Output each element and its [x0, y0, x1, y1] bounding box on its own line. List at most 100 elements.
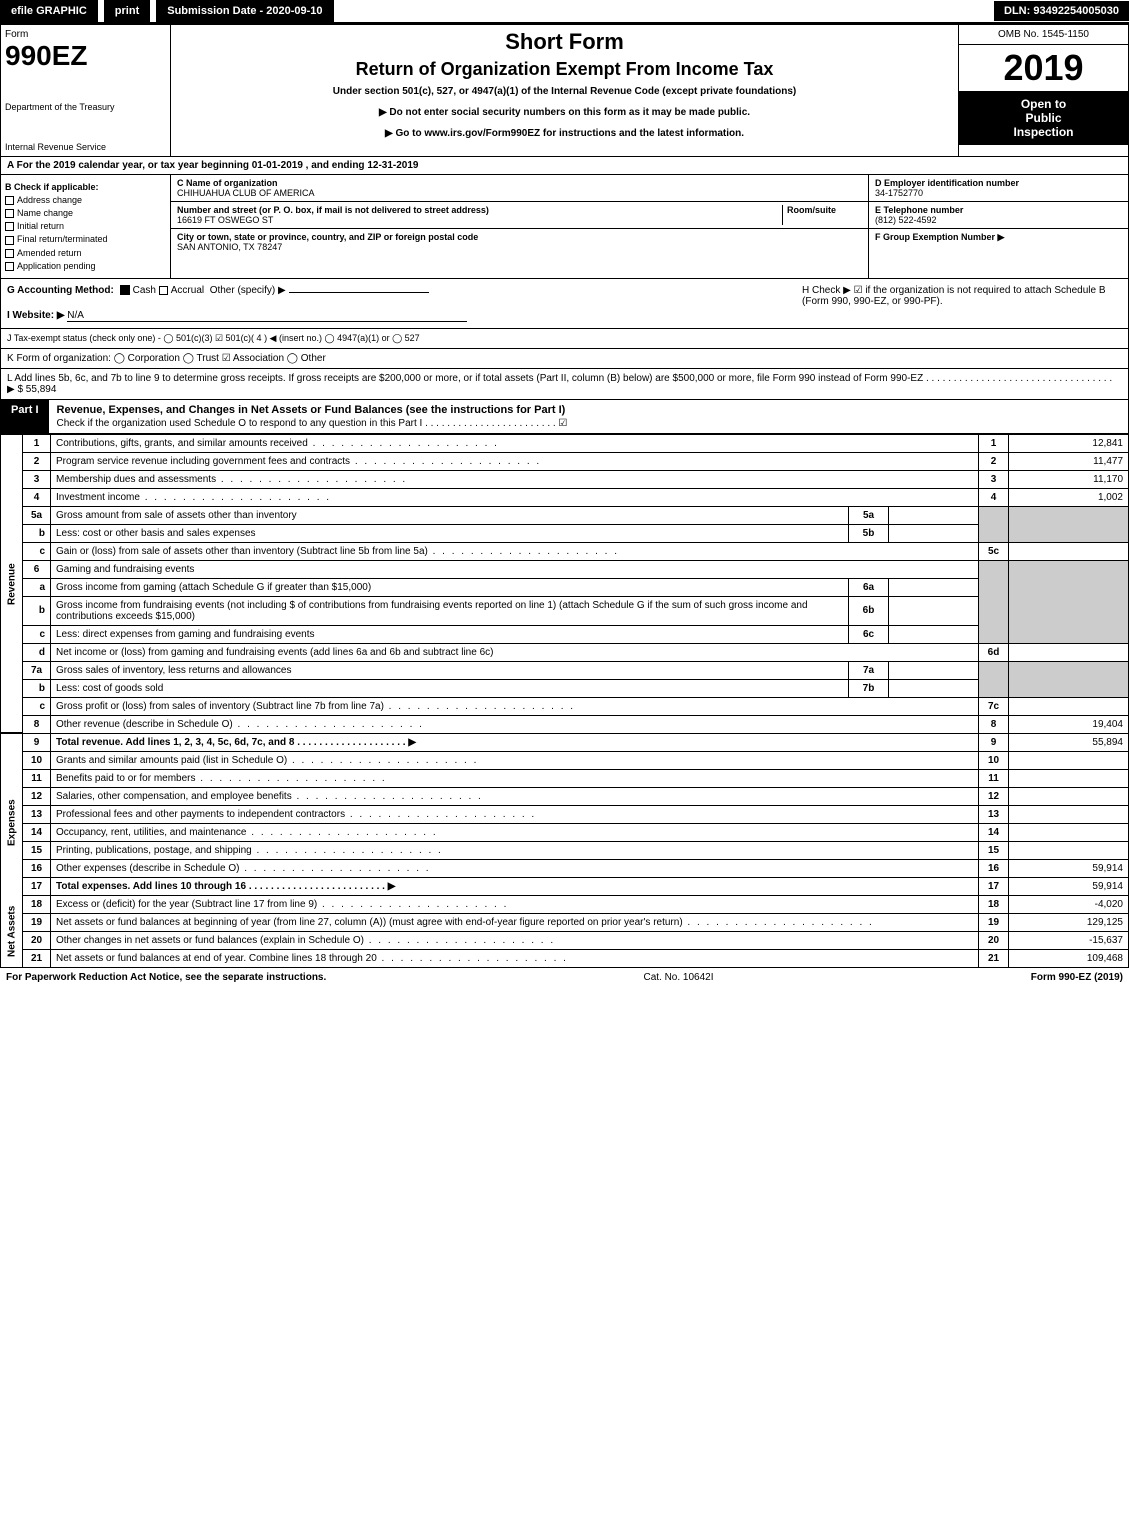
- l11-desc: Benefits paid to or for members: [51, 769, 979, 787]
- tel-value: (812) 522-4592: [875, 215, 937, 225]
- l7c-desc: Gross profit or (loss) from sales of inv…: [51, 697, 979, 715]
- l6a-iamt: [889, 578, 979, 596]
- l18-amt: -4,020: [1009, 895, 1129, 913]
- irs-label: Internal Revenue Service: [5, 142, 166, 152]
- l15-box: 15: [979, 841, 1009, 859]
- l6d-box: 6d: [979, 643, 1009, 661]
- org-name-label: C Name of organization: [177, 178, 278, 188]
- l5b-ibox: 5b: [849, 524, 889, 542]
- l2-num: 2: [23, 452, 51, 470]
- l7a-iamt: [889, 661, 979, 679]
- l18-num: 18: [23, 895, 51, 913]
- l6a-num: a: [23, 578, 51, 596]
- chk-amend[interactable]: [5, 249, 14, 258]
- l8-amt: 19,404: [1009, 715, 1129, 733]
- goto-link[interactable]: ▶ Go to www.irs.gov/Form990EZ for instru…: [175, 128, 954, 139]
- l5c-num: c: [23, 542, 51, 560]
- l14-desc: Occupancy, rent, utilities, and maintena…: [51, 823, 979, 841]
- city-value: SAN ANTONIO, TX 78247: [177, 242, 282, 252]
- omb-number: OMB No. 1545-1150: [959, 25, 1128, 45]
- return-title: Return of Organization Exempt From Incom…: [175, 59, 954, 80]
- l13-num: 13: [23, 805, 51, 823]
- l7b-desc: Less: cost of goods sold: [51, 679, 849, 697]
- lbl-app: Application pending: [17, 261, 96, 271]
- l13-desc: Professional fees and other payments to …: [51, 805, 979, 823]
- l5a-iamt: [889, 506, 979, 524]
- l12-desc: Salaries, other compensation, and employ…: [51, 787, 979, 805]
- l2-desc: Program service revenue including govern…: [51, 452, 979, 470]
- submission-date: Submission Date - 2020-09-10: [156, 0, 333, 22]
- l7a-ibox: 7a: [849, 661, 889, 679]
- l6d-num: d: [23, 643, 51, 661]
- l7b-num: b: [23, 679, 51, 697]
- top-toolbar: efile GRAPHIC print Submission Date - 20…: [0, 0, 1129, 24]
- lbl-accrual: Accrual: [171, 285, 204, 296]
- l5b-iamt: [889, 524, 979, 542]
- l7c-amt: [1009, 697, 1129, 715]
- l17-num: 17: [23, 877, 51, 895]
- l6b-ibox: 6b: [849, 596, 889, 625]
- l6c-num: c: [23, 625, 51, 643]
- city-label: City or town, state or province, country…: [177, 232, 478, 242]
- l3-num: 3: [23, 470, 51, 488]
- chk-addr[interactable]: [5, 196, 14, 205]
- print-button[interactable]: print: [104, 0, 150, 22]
- l5c-amt: [1009, 542, 1129, 560]
- l7b-ibox: 7b: [849, 679, 889, 697]
- open-line2: Public: [1025, 111, 1061, 125]
- website-value: N/A: [67, 310, 467, 322]
- chk-cash[interactable]: [120, 285, 130, 295]
- l5b-desc: Less: cost or other basis and sales expe…: [51, 524, 849, 542]
- l12-box: 12: [979, 787, 1009, 805]
- chk-init[interactable]: [5, 222, 14, 231]
- netassets-side-label: Net Assets: [1, 895, 23, 967]
- l1-num: 1: [23, 434, 51, 452]
- expenses-side-label: Expenses: [1, 751, 23, 895]
- lbl-amend: Amended return: [17, 248, 82, 258]
- chk-final[interactable]: [5, 236, 14, 245]
- l14-num: 14: [23, 823, 51, 841]
- lbl-cash: Cash: [133, 285, 156, 296]
- open-public-badge: Open to Public Inspection: [959, 91, 1128, 145]
- form-number: 990EZ: [5, 40, 166, 72]
- col-b-checkboxes: B Check if applicable: Address change Na…: [1, 175, 171, 278]
- open-line3: Inspection: [1013, 125, 1073, 139]
- chk-accrual[interactable]: [159, 286, 168, 295]
- l20-desc: Other changes in net assets or fund bala…: [51, 931, 979, 949]
- l6b-iamt: [889, 596, 979, 625]
- l9-amt: 55,894: [1009, 733, 1129, 751]
- street-value: 16619 FT OSWEGO ST: [177, 215, 273, 225]
- l8-num: 8: [23, 715, 51, 733]
- col-b-head: B Check if applicable:: [5, 182, 166, 192]
- part1-tab: Part I: [1, 400, 49, 433]
- l4-desc: Investment income: [51, 488, 979, 506]
- l20-amt: -15,637: [1009, 931, 1129, 949]
- lbl-addr: Address change: [17, 195, 82, 205]
- l10-num: 10: [23, 751, 51, 769]
- footer-right: Form 990-EZ (2019): [1031, 972, 1123, 983]
- l10-amt: [1009, 751, 1129, 769]
- efile-label: efile GRAPHIC: [0, 0, 98, 22]
- part1-header: Part I Revenue, Expenses, and Changes in…: [0, 400, 1129, 434]
- l11-box: 11: [979, 769, 1009, 787]
- entity-block: B Check if applicable: Address change Na…: [0, 175, 1129, 279]
- l7a-desc: Gross sales of inventory, less returns a…: [51, 661, 849, 679]
- l20-num: 20: [23, 931, 51, 949]
- l6b-desc: Gross income from fundraising events (no…: [51, 596, 849, 625]
- chk-name[interactable]: [5, 209, 14, 218]
- part1-table: Revenue 1 Contributions, gifts, grants, …: [0, 434, 1129, 968]
- l5c-box: 5c: [979, 542, 1009, 560]
- l7b-iamt: [889, 679, 979, 697]
- l7c-box: 7c: [979, 697, 1009, 715]
- form-word: Form: [5, 29, 166, 40]
- tax-year: 2019: [959, 45, 1128, 91]
- l1-amt: 12,841: [1009, 434, 1129, 452]
- chk-app[interactable]: [5, 262, 14, 271]
- l1-box: 1: [979, 434, 1009, 452]
- l10-box: 10: [979, 751, 1009, 769]
- website-label: I Website: ▶: [7, 310, 65, 321]
- l19-amt: 129,125: [1009, 913, 1129, 931]
- l19-box: 19: [979, 913, 1009, 931]
- open-line1: Open to: [1021, 97, 1066, 111]
- l6-desc: Gaming and fundraising events: [51, 560, 979, 578]
